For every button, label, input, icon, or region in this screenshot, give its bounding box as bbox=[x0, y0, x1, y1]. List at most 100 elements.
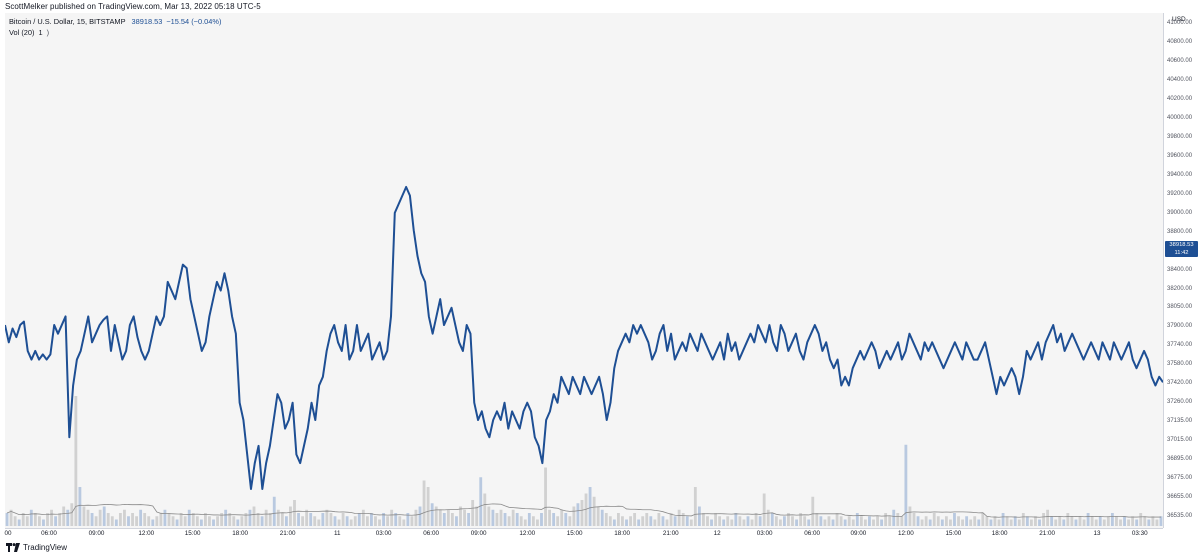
volume-bar bbox=[548, 509, 551, 526]
volume-bar bbox=[872, 519, 875, 526]
volume-bar bbox=[82, 506, 86, 526]
volume-bar bbox=[653, 519, 657, 526]
volume-bar bbox=[625, 519, 628, 526]
volume-bar bbox=[896, 513, 900, 526]
volume-bar bbox=[1029, 519, 1033, 526]
volume-bar bbox=[540, 513, 543, 526]
volume-bar bbox=[42, 519, 45, 526]
last-price-label-value: 38918.53 bbox=[1169, 242, 1194, 248]
time-tick-label: 06:00 bbox=[804, 530, 820, 537]
volume-bar bbox=[803, 516, 807, 526]
volume-bar bbox=[1078, 516, 1082, 526]
volume-bar bbox=[276, 509, 280, 526]
volume-bar bbox=[382, 513, 385, 526]
volume-bar bbox=[256, 513, 260, 526]
time-tick-label: 06:00 bbox=[423, 530, 439, 537]
time-tick-label: 13 bbox=[1093, 530, 1101, 537]
time-tick-label: 11 bbox=[334, 530, 341, 537]
volume-bar bbox=[677, 509, 681, 526]
volume-bar bbox=[313, 516, 317, 526]
volume-bar bbox=[819, 516, 823, 526]
time-tick-label: 09:00 bbox=[470, 530, 487, 537]
volume-bar bbox=[957, 516, 960, 526]
price-tick-label: 38400.00 bbox=[1167, 266, 1193, 273]
volume-bar bbox=[1013, 516, 1017, 526]
volume-indicator-label[interactable]: Vol (20) bbox=[9, 28, 35, 37]
volume-bar bbox=[884, 513, 888, 526]
price-scale[interactable] bbox=[1163, 13, 1200, 528]
volume-bar bbox=[944, 516, 948, 526]
volume-bar bbox=[823, 519, 827, 526]
price-change: −15.54 (−0.04%) bbox=[166, 17, 222, 26]
volume-bar bbox=[552, 513, 556, 526]
volume-bar bbox=[475, 506, 479, 526]
price-tick-label: 36535.00 bbox=[1167, 513, 1193, 519]
volume-bar bbox=[402, 519, 406, 526]
volume-bar bbox=[1066, 513, 1070, 526]
volume-bar bbox=[297, 513, 300, 526]
volume-bar bbox=[353, 516, 357, 526]
volume-bar bbox=[50, 509, 53, 526]
symbol-name[interactable]: Bitcoin / U.S. Dollar, 15, BITSTAMP bbox=[9, 17, 126, 26]
volume-bar bbox=[191, 513, 195, 526]
volume-bar bbox=[232, 516, 236, 526]
volume-bar bbox=[649, 516, 653, 526]
volume-bar bbox=[880, 519, 884, 526]
volume-indicator-value: 1 bbox=[38, 28, 43, 37]
volume-bar bbox=[722, 519, 726, 526]
volume-bar bbox=[912, 513, 916, 526]
volume-indicator-paren: ) bbox=[46, 28, 50, 37]
volume-bar bbox=[204, 513, 207, 526]
volume-bar bbox=[390, 509, 394, 526]
volume-bar bbox=[973, 516, 977, 526]
volume-bar bbox=[155, 516, 159, 526]
volume-bar bbox=[588, 487, 592, 526]
time-tick-label: 09:00 bbox=[850, 530, 867, 537]
chart-pane[interactable] bbox=[5, 13, 1163, 528]
volume-bar bbox=[868, 516, 871, 526]
price-tick-label: 37260.00 bbox=[1167, 399, 1193, 406]
volume-bar bbox=[46, 513, 49, 526]
time-tick-label: 03:30 bbox=[1131, 530, 1148, 537]
symbol-legend-row[interactable]: Bitcoin / U.S. Dollar, 15, BITSTAMP 38918… bbox=[9, 16, 221, 27]
volume-bar bbox=[252, 506, 256, 526]
volume-bar bbox=[1143, 516, 1147, 526]
volume-bar bbox=[357, 513, 361, 526]
volume-bar bbox=[685, 516, 689, 526]
volume-bar bbox=[463, 509, 466, 526]
volume-bar bbox=[851, 519, 855, 526]
volume-bar bbox=[702, 513, 705, 526]
volume-bar bbox=[592, 496, 596, 526]
volume-bar bbox=[1110, 513, 1114, 526]
time-tick-label: 06:00 bbox=[41, 530, 57, 537]
time-tick-label: 09:00 bbox=[88, 530, 105, 537]
volume-bar bbox=[710, 519, 713, 526]
time-tick-label: 21:00 bbox=[1039, 530, 1056, 537]
volume-bar bbox=[949, 519, 952, 526]
volume-bar bbox=[455, 516, 458, 526]
volume-legend-row[interactable]: Vol (20) 1) bbox=[9, 27, 221, 38]
tradingview-brand[interactable]: TradingView bbox=[6, 543, 67, 552]
volume-bar bbox=[175, 519, 179, 526]
volume-bar bbox=[442, 513, 446, 526]
volume-bar bbox=[131, 513, 134, 526]
volume-bar bbox=[629, 516, 632, 526]
volume-bar bbox=[430, 503, 434, 526]
time-tick-label: 18:00 bbox=[614, 530, 631, 537]
time-tick-label: 00 bbox=[4, 530, 12, 537]
chart-legend: Bitcoin / U.S. Dollar, 15, BITSTAMP 38918… bbox=[9, 16, 221, 38]
volume-bar bbox=[965, 516, 969, 526]
volume-bar bbox=[855, 513, 859, 526]
volume-bar bbox=[681, 513, 685, 526]
volume-bar bbox=[596, 506, 600, 526]
volume-bar bbox=[1074, 519, 1078, 526]
volume-bar bbox=[272, 496, 276, 526]
volume-bar bbox=[370, 513, 373, 526]
price-line[interactable] bbox=[5, 185, 1163, 491]
time-scale[interactable] bbox=[5, 528, 1163, 543]
volume-bar bbox=[608, 516, 612, 526]
volume-bar bbox=[1082, 519, 1086, 526]
volume-bar bbox=[66, 509, 70, 526]
volume-bar bbox=[38, 516, 41, 526]
volume-bar bbox=[1119, 519, 1122, 526]
